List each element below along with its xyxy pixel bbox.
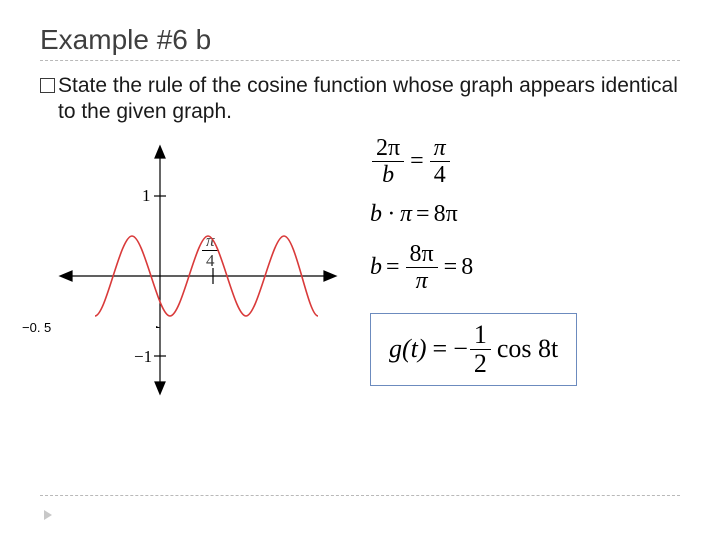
ytick-neg1: −1	[134, 347, 152, 366]
bullet-item: State the rule of the cosine function wh…	[40, 73, 680, 126]
title-divider	[40, 60, 680, 61]
content-row: 1 −1 π 4 −0. 5	[40, 136, 680, 396]
amplitude-label: −0. 5	[22, 320, 51, 335]
bullet-text: State the rule of the cosine function wh…	[58, 73, 680, 126]
math-work: 2π b = π 4 b · π = 8π b = 8π π	[370, 136, 577, 386]
answer-box: g(t) = − 1 2 cos 8t	[370, 313, 577, 386]
cosine-graph: 1 −1 π 4 −0. 5	[40, 136, 340, 396]
equation-2: b · π = 8π	[370, 201, 577, 228]
square-bullet-icon	[40, 78, 55, 93]
amplitude-arrow-icon	[60, 326, 160, 328]
graph-svg: 1 −1 π 4	[40, 136, 340, 396]
footer-divider	[40, 495, 680, 496]
slide-nav-icon	[44, 510, 52, 520]
ytick-1: 1	[142, 186, 151, 205]
equation-1: 2π b = π 4	[370, 136, 577, 187]
slide-title: Example #6 b	[40, 24, 680, 56]
equation-3: b = 8π π = 8	[370, 242, 577, 293]
